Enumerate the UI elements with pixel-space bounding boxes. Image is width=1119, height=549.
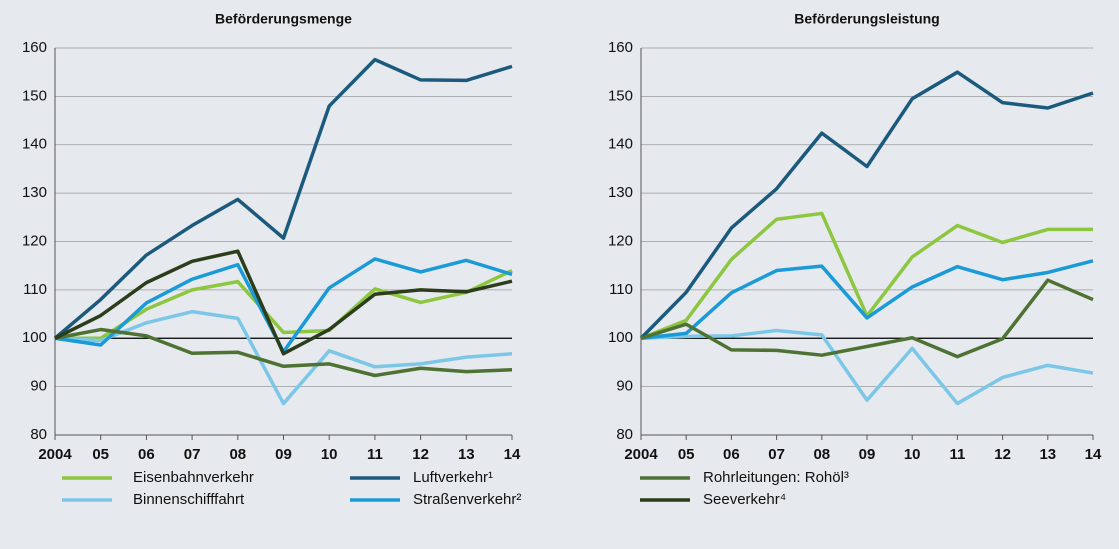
chart-title: Beförderungsmenge: [215, 11, 352, 27]
series-line: Rohrleitungen: Rohöl³: [640, 278, 1094, 359]
x-tick-label: 05: [678, 446, 695, 463]
series-line: Straßenverkehr²: [640, 259, 1094, 340]
y-tick-label: 80: [616, 426, 633, 443]
legend-label: Eisenbahnverkehr: [133, 469, 254, 486]
y-tick-label: 160: [608, 39, 633, 56]
x-tick-label: 2004: [624, 446, 658, 463]
y-tick-label: 130: [608, 184, 633, 201]
y-tick-label: 100: [22, 329, 47, 346]
y-tick-label: 150: [608, 87, 633, 104]
series-line: [54, 249, 513, 356]
y-tick-label: 110: [23, 281, 47, 298]
x-tick-label: 05: [92, 446, 109, 463]
x-tick-label: 07: [184, 446, 201, 463]
y-tick-label: 140: [22, 136, 47, 153]
x-tick-label: 10: [321, 446, 338, 463]
y-tick-label: 130: [22, 184, 47, 201]
x-tick-label: 13: [1039, 446, 1056, 463]
legend-label: Binnenschifffahrt: [133, 491, 245, 508]
x-tick-label: 12: [994, 446, 1011, 463]
y-tick-label: 120: [22, 232, 47, 249]
x-tick-label: 06: [138, 446, 155, 463]
legend-label: Seeverkehr⁴: [703, 491, 786, 508]
x-tick-label: 14: [1085, 446, 1102, 463]
series-line: Luftverkehr¹: [639, 70, 1094, 340]
legend-label: Luftverkehr¹: [413, 469, 493, 486]
series-line: [54, 309, 513, 406]
legend-label: Straßenverkehr²: [413, 491, 521, 508]
chart-title: Beförderungsleistung: [794, 11, 939, 27]
y-tick-label: 100: [608, 329, 633, 346]
legend-label: Rohrleitungen: Rohöl³: [703, 469, 849, 486]
series-line: Binnenschifffahrt: [640, 328, 1094, 406]
x-tick-label: 13: [458, 446, 475, 463]
x-tick-label: 11: [367, 446, 383, 463]
y-tick-label: 110: [609, 281, 633, 298]
x-tick-label: 08: [229, 446, 246, 463]
y-tick-label: 150: [22, 87, 47, 104]
y-tick-label: 90: [30, 378, 47, 395]
x-tick-label: 09: [275, 446, 292, 463]
x-tick-label: 06: [723, 446, 740, 463]
y-tick-label: 90: [616, 378, 633, 395]
x-tick-label: 07: [768, 446, 785, 463]
x-tick-label: 09: [859, 446, 876, 463]
y-tick-label: 80: [30, 426, 47, 443]
y-tick-label: 160: [22, 39, 47, 56]
x-tick-label: 10: [904, 446, 921, 463]
x-tick-label: 2004: [38, 446, 72, 463]
x-tick-label: 14: [504, 446, 521, 463]
series-line: [53, 57, 513, 340]
series-line: [54, 327, 513, 378]
x-tick-label: 11: [949, 446, 965, 463]
x-tick-label: 08: [813, 446, 830, 463]
y-tick-label: 120: [608, 232, 633, 249]
x-tick-label: 12: [412, 446, 429, 463]
y-tick-label: 140: [608, 136, 633, 153]
series-line: [55, 268, 513, 340]
